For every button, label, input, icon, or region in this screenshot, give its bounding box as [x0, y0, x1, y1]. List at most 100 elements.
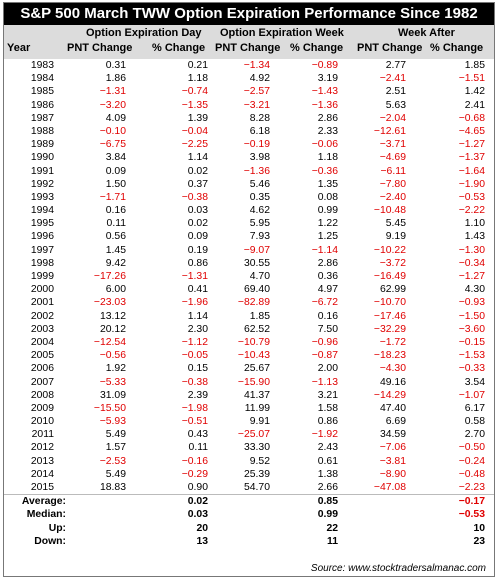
- value-cell: −3.60: [458, 323, 485, 335]
- value-cell: 11: [327, 535, 338, 547]
- header-pnt-1: PNT Change: [67, 42, 133, 54]
- value-cell: −0.04: [181, 125, 208, 137]
- year-cell: 1992: [30, 178, 54, 190]
- value-cell: 3.19: [317, 73, 338, 85]
- year-cell: 1989: [30, 139, 54, 151]
- value-cell: 1.85: [249, 310, 270, 322]
- header-pct-1: % Change: [152, 42, 206, 54]
- value-cell: −1.12: [181, 336, 208, 348]
- value-cell: −7.06: [379, 442, 406, 454]
- value-cell: −7.80: [379, 178, 406, 190]
- value-cell: 11.99: [244, 402, 270, 414]
- value-cell: −1.53: [458, 350, 485, 362]
- value-cell: −1.27: [458, 139, 485, 151]
- value-cell: 41.37: [243, 389, 270, 401]
- value-cell: 2.30: [187, 323, 208, 335]
- value-cell: 0.58: [464, 416, 485, 428]
- value-cell: 0.16: [317, 310, 338, 322]
- value-cell: 31.09: [99, 389, 126, 401]
- value-cell: 1.38: [317, 468, 338, 480]
- value-cell: −0.36: [311, 165, 338, 177]
- value-cell: −0.93: [458, 297, 485, 309]
- value-cell: −0.51: [181, 416, 208, 428]
- table-row: 1984 1.86 1.18 4.92 3.19 −2.41 −1.51: [4, 72, 494, 85]
- value-cell: −2.25: [181, 139, 208, 151]
- value-cell: 1.43: [464, 231, 485, 243]
- value-cell: 23: [473, 535, 485, 547]
- value-cell: 4.70: [249, 271, 270, 282]
- value-cell: −15.50: [93, 402, 126, 414]
- value-cell: 2.51: [385, 86, 406, 98]
- value-cell: −15.90: [237, 376, 270, 388]
- value-cell: 0.21: [187, 60, 208, 71]
- table-row: 1996 0.56 0.09 7.93 1.25 9.19 1.43: [4, 230, 494, 243]
- table-row: 1987 4.09 1.39 8.28 2.86 −2.04 −0.68: [4, 112, 494, 125]
- value-cell: −2.23: [458, 482, 485, 493]
- table-row: 1993 −1.71 −0.38 0.35 0.08 −2.40 −0.53: [4, 191, 494, 204]
- value-cell: −0.19: [243, 139, 270, 151]
- year-cell: 2009: [30, 402, 54, 414]
- year-cell: 1991: [30, 165, 54, 177]
- value-cell: −1.31: [181, 271, 208, 282]
- value-cell: 0.16: [105, 205, 126, 217]
- table-row: 2007 −5.33 −0.38 −15.90 −1.13 49.16 3.54: [4, 376, 494, 389]
- value-cell: 47.40: [379, 402, 406, 414]
- value-cell: 0.86: [317, 416, 338, 428]
- value-cell: 0.31: [105, 60, 126, 71]
- year-cell: 2008: [30, 389, 54, 401]
- value-cell: −10.22: [373, 244, 406, 256]
- value-cell: −1.37: [458, 152, 485, 164]
- value-cell: 1.35: [317, 178, 338, 190]
- value-cell: 0.99: [317, 205, 338, 217]
- value-cell: 1.85: [464, 60, 485, 71]
- value-cell: 0.36: [317, 271, 338, 282]
- value-cell: 9.19: [385, 231, 406, 243]
- value-cell: 1.14: [187, 310, 208, 322]
- value-cell: 1.18: [187, 73, 208, 85]
- value-cell: 0.86: [187, 257, 208, 269]
- table-row: 1994 0.16 0.03 4.62 0.99 −10.48 −2.22: [4, 204, 494, 217]
- value-cell: −1.72: [379, 336, 406, 348]
- value-cell: 1.22: [317, 218, 338, 230]
- value-cell: 2.43: [317, 442, 338, 454]
- year-cell: 2005: [30, 350, 54, 362]
- value-cell: −1.36: [311, 99, 338, 111]
- year-cell: 2014: [30, 468, 54, 480]
- value-cell: 62.52: [243, 323, 270, 335]
- year-cell: 2007: [30, 376, 54, 388]
- value-cell: 0.19: [187, 244, 208, 256]
- value-cell: −32.29: [373, 323, 406, 335]
- value-cell: −0.74: [181, 86, 208, 98]
- year-cell: 2001: [30, 297, 54, 309]
- year-cell: 1999: [30, 271, 54, 282]
- value-cell: 1.86: [105, 73, 126, 85]
- summary-label: Average:: [21, 496, 66, 508]
- value-cell: 33.30: [243, 442, 270, 454]
- value-cell: 0.08: [317, 191, 338, 203]
- value-cell: −3.20: [99, 99, 126, 111]
- year-cell: 1995: [30, 218, 54, 230]
- value-cell: 0.37: [187, 178, 208, 190]
- table-row: 2003 20.12 2.30 62.52 7.50 −32.29 −3.60: [4, 323, 494, 336]
- value-cell: 3.98: [249, 152, 270, 164]
- value-cell: 0.99: [317, 509, 338, 521]
- year-cell: 1997: [30, 244, 54, 256]
- value-cell: −0.38: [181, 376, 208, 388]
- table-row: 2005 −0.56 −0.05 −10.43 −0.87 −18.23 −1.53: [4, 349, 494, 362]
- value-cell: −0.24: [458, 455, 485, 467]
- value-cell: 2.70: [464, 429, 485, 441]
- value-cell: 20.12: [99, 323, 126, 335]
- value-cell: 2.33: [317, 125, 338, 137]
- year-cell: 2003: [30, 323, 54, 335]
- value-cell: −5.33: [99, 376, 126, 388]
- value-cell: 13: [196, 535, 208, 547]
- table-row: 1991 0.09 0.02 −1.36 −0.36 −6.11 −1.64: [4, 165, 494, 178]
- year-cell: 2000: [30, 284, 54, 296]
- year-cell: 1998: [30, 257, 54, 269]
- value-cell: −0.89: [311, 60, 338, 71]
- value-cell: 1.18: [317, 152, 338, 164]
- value-cell: −0.29: [181, 468, 208, 480]
- value-cell: 0.56: [105, 231, 126, 243]
- value-cell: 4.09: [105, 112, 126, 124]
- value-cell: 0.02: [187, 165, 208, 177]
